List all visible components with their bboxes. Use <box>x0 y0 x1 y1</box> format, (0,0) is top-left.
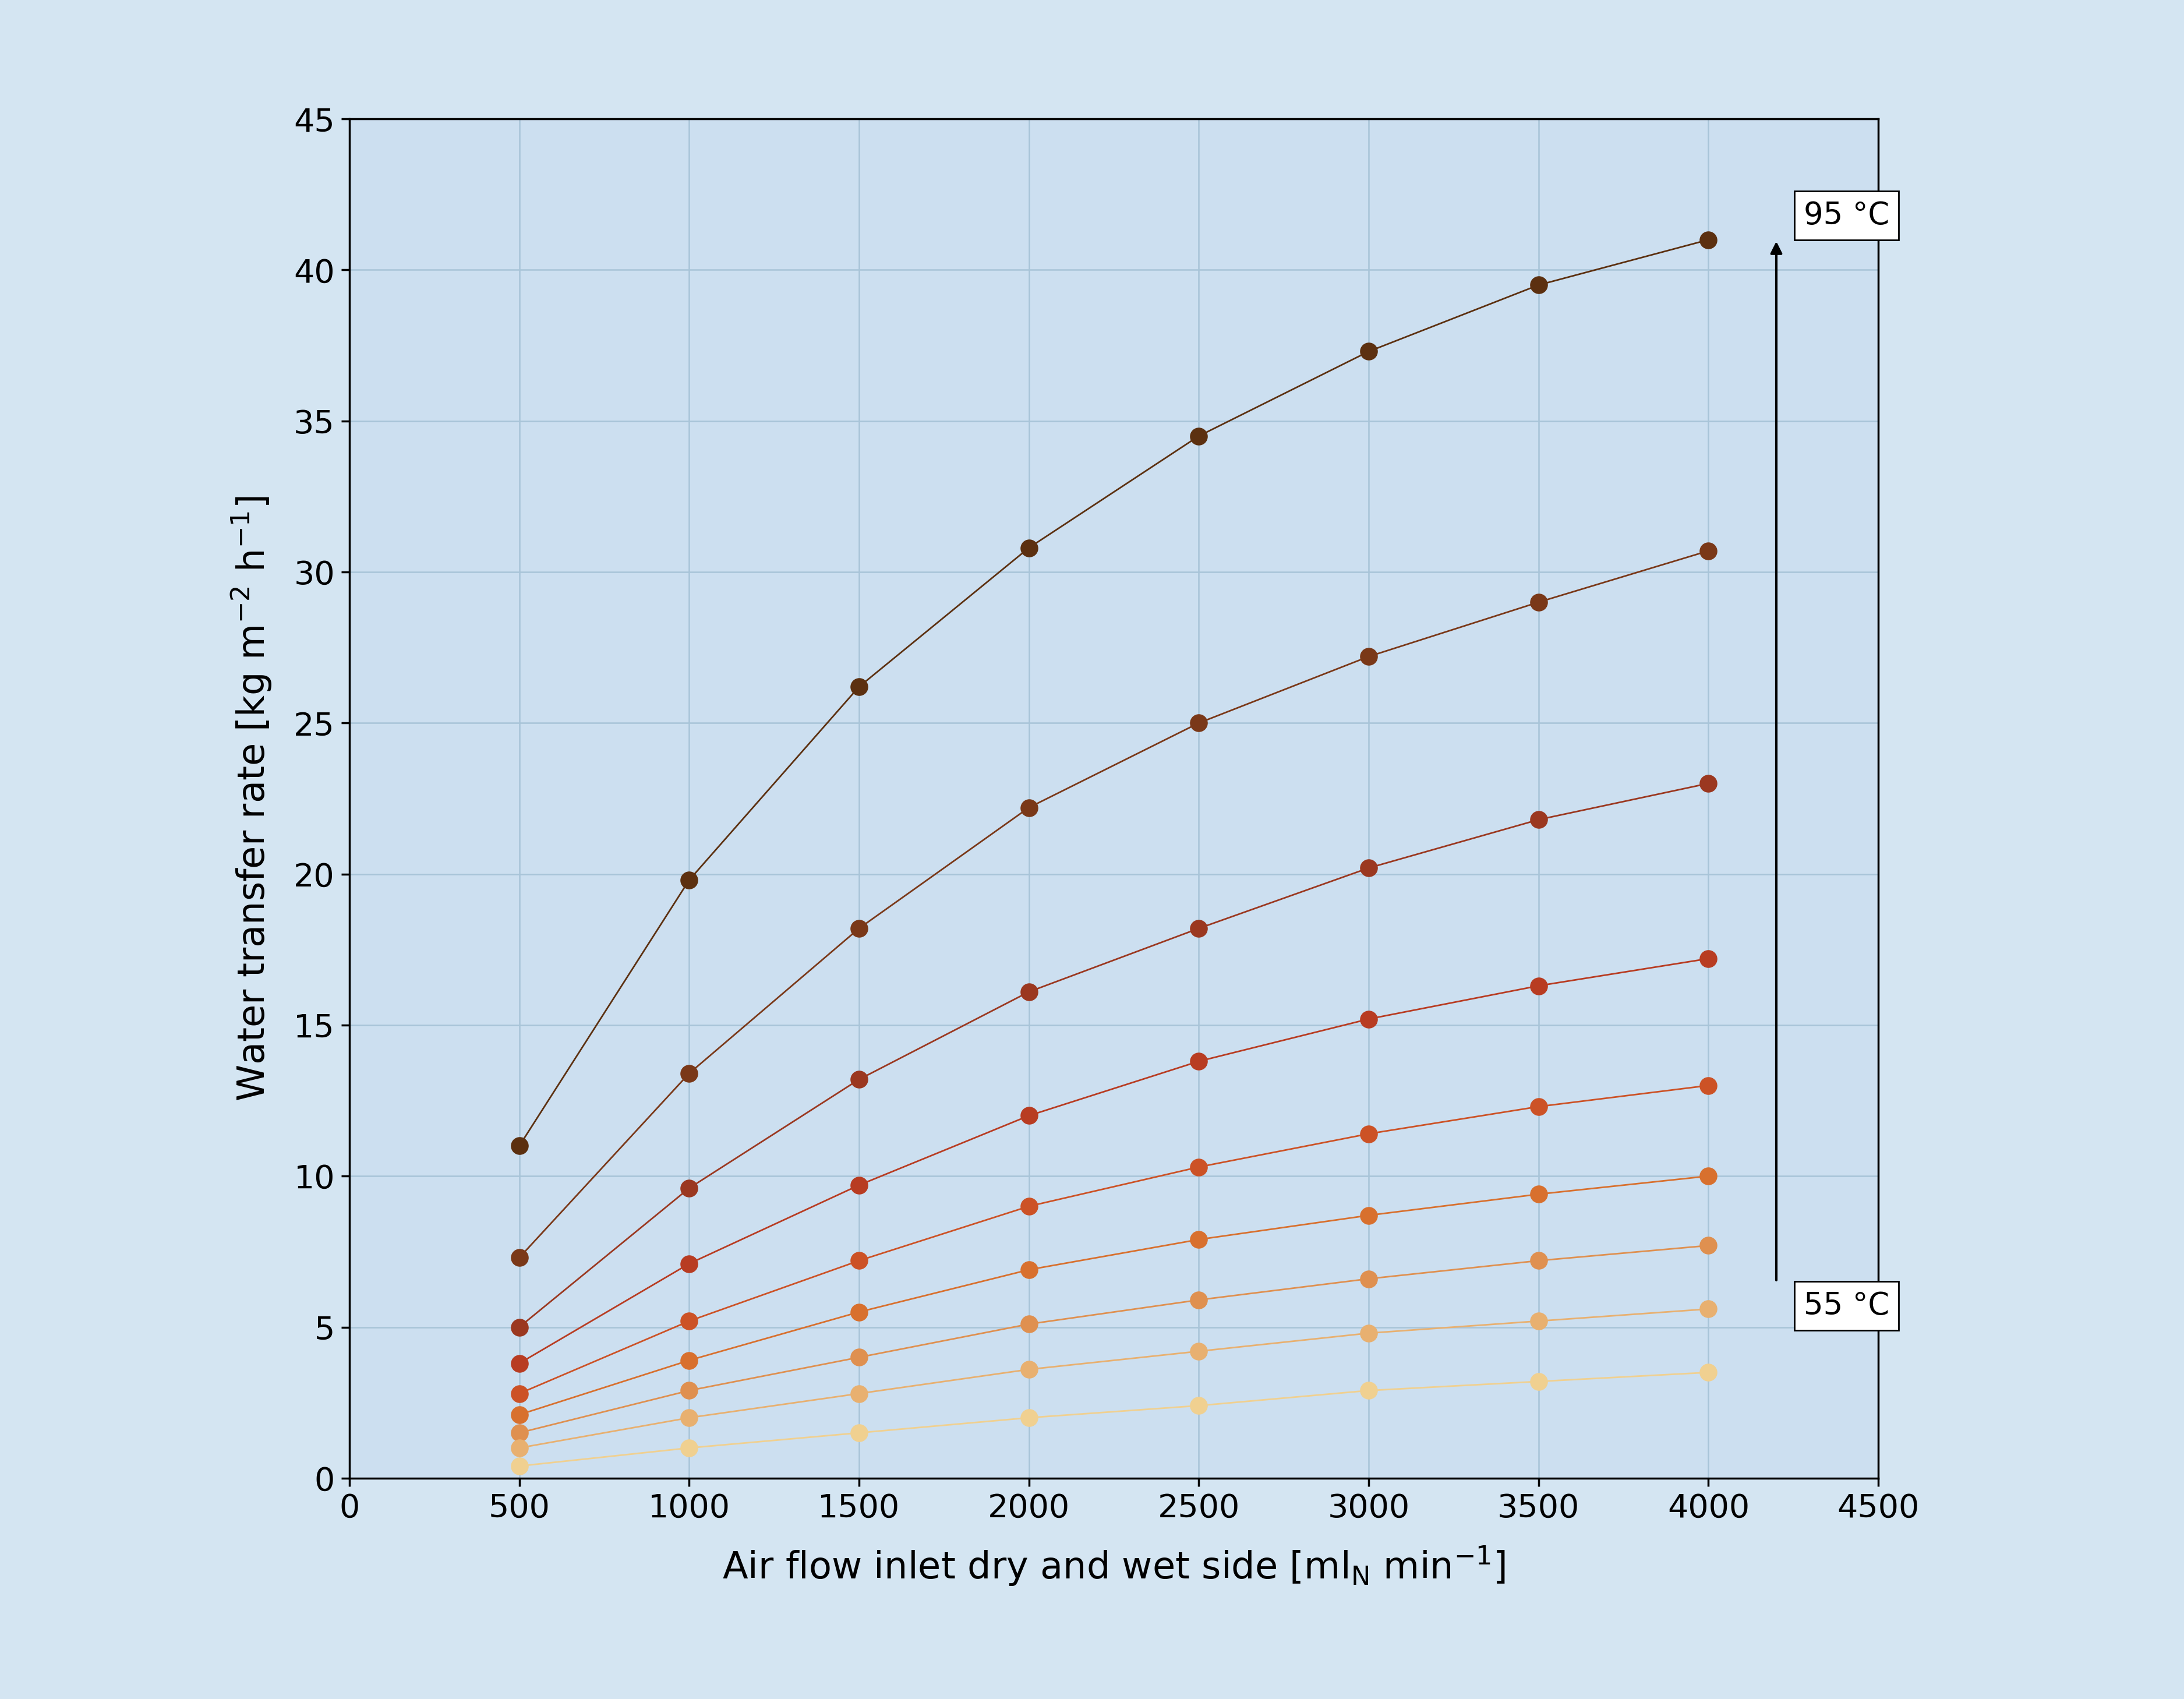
Text: 55 °C: 55 °C <box>1804 1291 1889 1322</box>
X-axis label: Air flow inlet dry and wet side [ml$_\mathregular{N}$ min$^{-1}$]: Air flow inlet dry and wet side [ml$_\ma… <box>723 1544 1505 1589</box>
Y-axis label: Water transfer rate [kg m$^{-2}$ h$^{-1}$]: Water transfer rate [kg m$^{-2}$ h$^{-1}… <box>229 496 273 1101</box>
Text: 95 °C: 95 °C <box>1804 200 1889 231</box>
